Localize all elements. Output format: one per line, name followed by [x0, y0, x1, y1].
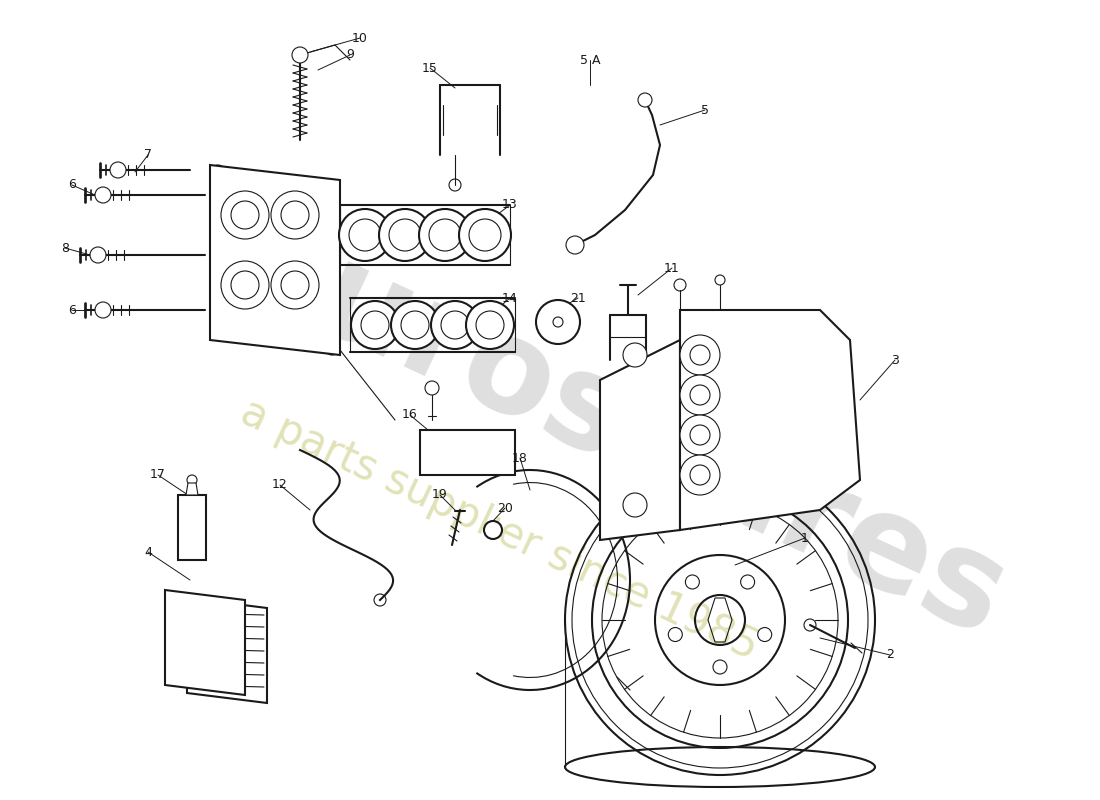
Circle shape: [680, 455, 720, 495]
Circle shape: [536, 300, 580, 344]
Circle shape: [431, 301, 478, 349]
Bar: [420, 430, 515, 475]
Circle shape: [623, 493, 647, 517]
Circle shape: [419, 209, 471, 261]
Circle shape: [623, 343, 647, 367]
Polygon shape: [600, 340, 680, 540]
Text: 19: 19: [432, 489, 448, 502]
Circle shape: [351, 301, 399, 349]
Circle shape: [566, 236, 584, 254]
Circle shape: [221, 261, 270, 309]
Text: 18: 18: [513, 451, 528, 465]
Text: 6: 6: [68, 303, 76, 317]
Text: 17: 17: [150, 469, 166, 482]
Text: 14: 14: [502, 291, 518, 305]
Circle shape: [466, 301, 514, 349]
Text: 13: 13: [502, 198, 518, 211]
Bar: [178, 495, 206, 560]
Circle shape: [339, 209, 390, 261]
Text: 8: 8: [60, 242, 69, 254]
Text: 9: 9: [346, 49, 354, 62]
Text: 7: 7: [144, 149, 152, 162]
Circle shape: [425, 381, 439, 395]
Text: 5 A: 5 A: [580, 54, 601, 66]
Circle shape: [680, 375, 720, 415]
Circle shape: [379, 209, 431, 261]
Circle shape: [459, 209, 512, 261]
Circle shape: [680, 415, 720, 455]
Circle shape: [221, 191, 270, 239]
Polygon shape: [187, 598, 267, 703]
Circle shape: [484, 521, 502, 539]
Text: 15: 15: [422, 62, 438, 74]
Polygon shape: [210, 165, 340, 355]
Text: eurospares: eurospares: [214, 196, 1025, 664]
Text: 12: 12: [272, 478, 288, 491]
Text: 10: 10: [352, 31, 367, 45]
Circle shape: [271, 191, 319, 239]
Polygon shape: [165, 590, 245, 695]
Text: 5: 5: [701, 103, 710, 117]
Text: 2: 2: [887, 649, 894, 662]
Polygon shape: [680, 310, 860, 530]
Text: 20: 20: [497, 502, 513, 514]
Text: 6: 6: [68, 178, 76, 191]
Circle shape: [390, 301, 439, 349]
Text: 21: 21: [570, 291, 586, 305]
Text: 3: 3: [891, 354, 899, 366]
Text: 16: 16: [403, 409, 418, 422]
Circle shape: [95, 302, 111, 318]
Circle shape: [95, 187, 111, 203]
Text: a parts supplier since 1985: a parts supplier since 1985: [234, 391, 766, 669]
Text: 11: 11: [664, 262, 680, 274]
Text: 4: 4: [144, 546, 152, 558]
Text: 1: 1: [801, 531, 808, 545]
Circle shape: [110, 162, 126, 178]
Circle shape: [638, 93, 652, 107]
Circle shape: [680, 335, 720, 375]
Circle shape: [90, 247, 106, 263]
Polygon shape: [186, 483, 198, 495]
Circle shape: [292, 47, 308, 63]
Circle shape: [271, 261, 319, 309]
